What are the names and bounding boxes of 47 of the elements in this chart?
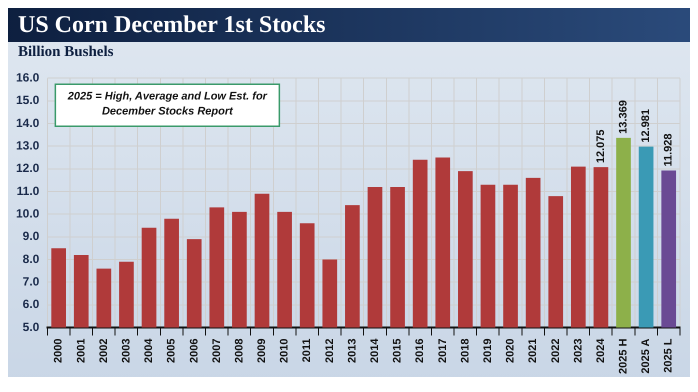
x-tick-label: 2025 A xyxy=(640,338,652,374)
x-tick-label: 2024 xyxy=(594,338,607,364)
data-label: 13.369 xyxy=(618,100,630,134)
x-tick-label: 2003 xyxy=(120,338,132,364)
x-tick-label: 2017 xyxy=(436,338,449,364)
x-tick-label: 2014 xyxy=(369,338,382,364)
x-tick-label: 2021 xyxy=(527,338,540,364)
x-tick-label: 2018 xyxy=(459,338,472,364)
x-tick-label: 2008 xyxy=(233,338,246,364)
annotation: 2025 = High, Average and Low Est. for December Stocks Report xyxy=(66,90,268,118)
y-tick-label: 9.0 xyxy=(22,229,40,244)
y-tick-label: 13.0 xyxy=(16,138,40,153)
x-tick-label: 2004 xyxy=(143,338,156,364)
x-tick-label: 2012 xyxy=(324,338,336,364)
x-tick-label: 2009 xyxy=(256,338,268,364)
y-tick-label: 11.0 xyxy=(16,184,40,198)
y-tick-label: 8.0 xyxy=(22,252,40,266)
y-tick-label: 7.0 xyxy=(22,274,40,289)
chart-subtitle: Billion Bushels xyxy=(17,43,114,62)
x-tick-label: 2015 xyxy=(392,338,404,364)
y-tick-label: 15.0 xyxy=(16,93,40,108)
data-label: 12.981 xyxy=(640,108,652,143)
y-tick-label: 14.0 xyxy=(16,116,40,130)
x-tick-label: 2002 xyxy=(98,338,110,364)
chart-title: US Corn December 1st Stocks xyxy=(18,12,326,38)
y-tick-label: 5.0 xyxy=(22,320,40,334)
data-label: 11.928 xyxy=(662,133,675,166)
y-tick-label: 10.0 xyxy=(16,206,40,221)
data-label: 12.075 xyxy=(594,130,607,164)
x-tick-label: 2011 xyxy=(301,338,314,362)
y-tick-label: 12.0 xyxy=(16,161,40,176)
x-tick-label: 2001 xyxy=(75,338,88,364)
x-tick-label: 2025 H xyxy=(618,338,630,374)
x-tick-label: 2016 xyxy=(414,338,426,364)
x-tick-label: 2005 xyxy=(166,338,178,364)
x-tick-label: 2000 xyxy=(52,338,65,364)
x-tick-label: 2006 xyxy=(188,338,200,364)
x-tick-label: 2025 L xyxy=(662,338,675,373)
y-tick-label: 6.0 xyxy=(22,297,40,312)
x-tick-label: 2023 xyxy=(572,338,584,364)
x-tick-label: 2007 xyxy=(210,338,223,364)
y-tick-label: 16.0 xyxy=(16,70,40,85)
x-tick-label: 2010 xyxy=(278,338,291,364)
x-tick-label: 2019 xyxy=(482,338,494,364)
x-tick-label: 2022 xyxy=(550,338,562,364)
x-tick-label: 2020 xyxy=(504,338,517,364)
x-tick-label: 2013 xyxy=(346,338,358,364)
